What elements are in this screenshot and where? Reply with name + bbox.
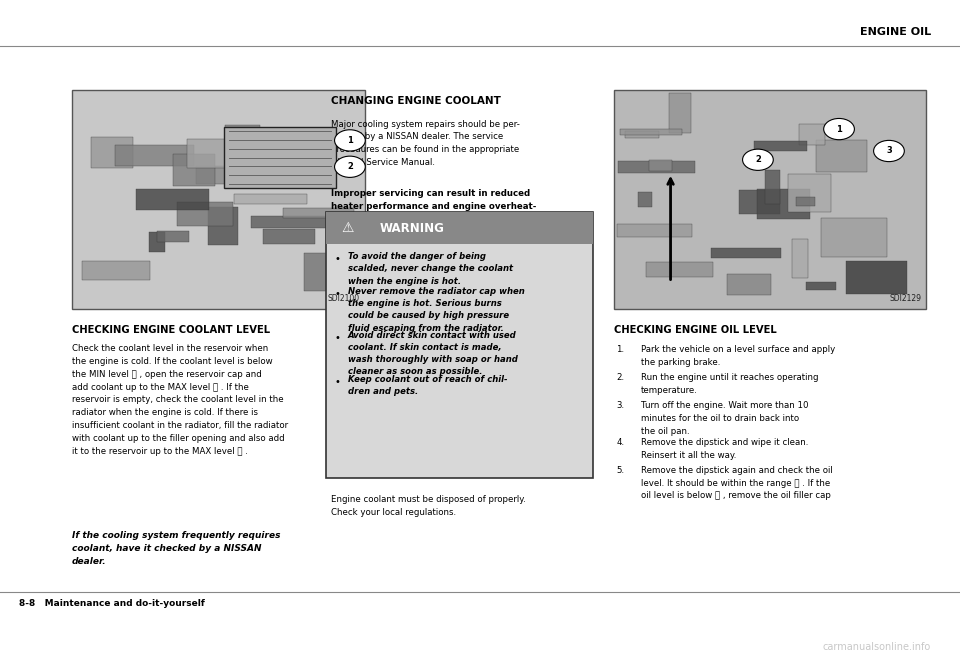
Bar — [754, 141, 806, 151]
Bar — [821, 218, 887, 256]
Bar — [178, 203, 233, 226]
Bar — [757, 189, 809, 218]
Text: 1: 1 — [836, 125, 842, 133]
Text: 2.: 2. — [616, 373, 624, 382]
Text: Turn off the engine. Wait more than 10
minutes for the oil to drain back into
th: Turn off the engine. Wait more than 10 m… — [641, 401, 808, 436]
Text: •: • — [334, 290, 340, 299]
Text: 2: 2 — [755, 155, 761, 164]
Bar — [620, 129, 682, 135]
Text: To avoid the danger of being
scalded, never change the coolant
when the engine i: To avoid the danger of being scalded, ne… — [348, 252, 513, 286]
Bar — [727, 274, 771, 295]
Text: CHANGING ENGINE COOLANT: CHANGING ENGINE COOLANT — [331, 96, 501, 106]
Text: Run the engine until it reaches operating
temperature.: Run the engine until it reaches operatin… — [641, 373, 819, 395]
Text: Major cooling system repairs should be per-
formed by a NISSAN dealer. The servi: Major cooling system repairs should be p… — [331, 120, 520, 167]
Text: Avoid direct skin contact with used
coolant. If skin contact is made,
wash thoro: Avoid direct skin contact with used cool… — [348, 331, 517, 376]
Bar — [765, 170, 780, 205]
Bar — [72, 90, 365, 309]
Text: WARNING: WARNING — [379, 222, 444, 235]
Bar — [617, 224, 691, 237]
Text: •: • — [334, 333, 340, 343]
Text: 4.: 4. — [616, 438, 624, 447]
Circle shape — [334, 129, 365, 151]
Bar — [225, 125, 260, 140]
Bar — [799, 124, 826, 145]
Bar — [173, 154, 215, 187]
Circle shape — [874, 140, 904, 161]
Text: Improper servicing can result in reduced
heater performance and engine overheat-: Improper servicing can result in reduced… — [331, 189, 537, 224]
Circle shape — [743, 149, 774, 171]
Text: Never remove the radiator cap when
the engine is hot. Serious burns
could be cau: Never remove the radiator cap when the e… — [348, 287, 524, 333]
Bar — [614, 90, 926, 309]
Bar — [617, 161, 695, 173]
Bar — [233, 194, 307, 205]
Bar — [326, 212, 593, 244]
Bar — [251, 216, 327, 228]
Text: Check the coolant level in the reservoir when
the engine is cold. If the coolant: Check the coolant level in the reservoir… — [72, 344, 288, 456]
Bar — [245, 132, 305, 139]
Text: CHECKING ENGINE COOLANT LEVEL: CHECKING ENGINE COOLANT LEVEL — [72, 325, 270, 335]
Bar — [149, 232, 164, 252]
Text: 1.: 1. — [616, 345, 624, 355]
Text: 2: 2 — [347, 162, 353, 171]
Bar — [157, 231, 189, 242]
Bar — [816, 139, 867, 173]
Text: Keep coolant out of reach of chil-
dren and pets.: Keep coolant out of reach of chil- dren … — [348, 374, 507, 396]
Bar — [625, 131, 660, 137]
Bar — [136, 189, 209, 210]
Bar — [711, 248, 780, 258]
Bar — [82, 260, 150, 280]
Bar — [197, 166, 265, 185]
Bar — [805, 282, 836, 290]
Text: Engine coolant must be disposed of properly.
Check your local regulations.: Engine coolant must be disposed of prope… — [331, 495, 526, 517]
Bar — [115, 145, 194, 166]
Bar — [739, 191, 780, 214]
Bar — [225, 127, 336, 189]
Bar — [283, 208, 354, 218]
Text: Remove the dipstick again and check the oil
level. It should be within the range: Remove the dipstick again and check the … — [641, 466, 833, 501]
Text: Remove the dipstick and wipe it clean.
Reinsert it all the way.: Remove the dipstick and wipe it clean. R… — [641, 438, 808, 459]
Bar — [240, 168, 300, 185]
Text: 1: 1 — [347, 136, 353, 145]
Bar — [303, 253, 357, 291]
Text: •: • — [334, 376, 340, 387]
Bar — [186, 139, 261, 168]
Bar — [669, 93, 691, 133]
Text: 5.: 5. — [616, 466, 624, 475]
Text: ⚠: ⚠ — [341, 221, 354, 236]
Bar — [788, 174, 831, 212]
Text: CHECKING ENGINE OIL LEVEL: CHECKING ENGINE OIL LEVEL — [614, 325, 778, 335]
Bar — [649, 159, 672, 171]
Text: 3: 3 — [886, 147, 892, 155]
Bar — [638, 193, 652, 207]
Bar — [91, 137, 132, 168]
Bar — [259, 173, 302, 186]
Text: If the cooling system frequently requires
coolant, have it checked by a NISSAN
d: If the cooling system frequently require… — [72, 531, 280, 566]
Bar — [326, 212, 593, 478]
Text: Park the vehicle on a level surface and apply
the parking brake.: Park the vehicle on a level surface and … — [641, 345, 835, 367]
Text: SDI2129: SDI2129 — [890, 294, 922, 303]
Text: SDI2100: SDI2100 — [328, 294, 360, 303]
Circle shape — [334, 156, 365, 177]
Bar — [797, 197, 815, 206]
Text: 3.: 3. — [616, 401, 624, 410]
Bar — [792, 239, 807, 278]
Bar — [646, 262, 713, 278]
Bar — [263, 229, 315, 244]
Circle shape — [824, 118, 854, 139]
Bar — [208, 207, 238, 245]
Text: 8-8   Maintenance and do-it-yourself: 8-8 Maintenance and do-it-yourself — [19, 599, 205, 608]
Text: carmanualsonline.info: carmanualsonline.info — [823, 642, 931, 652]
Bar — [846, 260, 907, 294]
Text: ENGINE OIL: ENGINE OIL — [860, 27, 931, 37]
Text: •: • — [334, 254, 340, 264]
